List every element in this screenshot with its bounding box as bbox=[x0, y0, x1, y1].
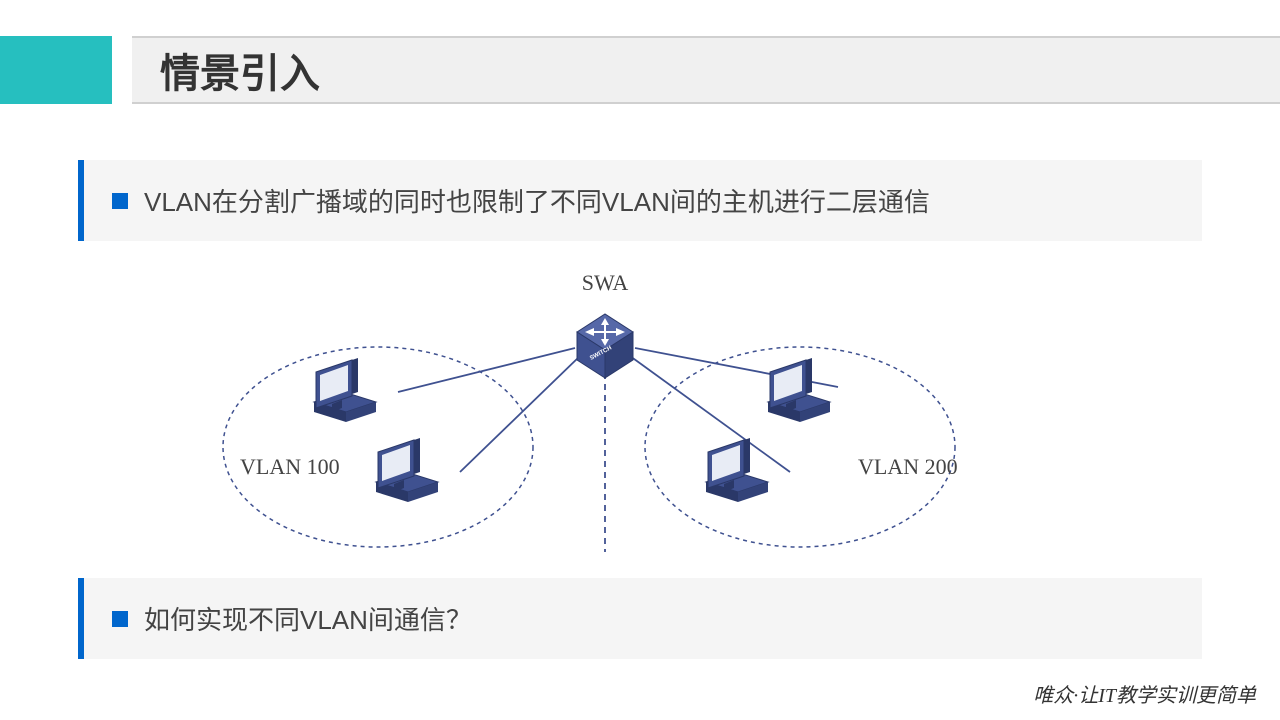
header-accent-block bbox=[0, 36, 112, 104]
info-box-2: 如何实现不同VLAN间通信？ bbox=[78, 578, 1202, 659]
slide-header: 情景引入 bbox=[0, 36, 1280, 104]
header-title-bar: 情景引入 bbox=[132, 36, 1280, 104]
info-text-2: 如何实现不同VLAN间通信？ bbox=[144, 600, 472, 637]
info-text-1: VLAN在分割广播域的同时也限制了不同VLAN间的主机进行二层通信 bbox=[144, 182, 930, 219]
svg-text:VLAN 100: VLAN 100 bbox=[240, 454, 340, 479]
bullet-icon bbox=[112, 611, 128, 627]
network-diagram: SWITCHSWAVLAN 100VLAN 200 bbox=[0, 262, 1280, 562]
bullet-icon bbox=[112, 193, 128, 209]
svg-text:SWA: SWA bbox=[582, 270, 629, 295]
info-box-1: VLAN在分割广播域的同时也限制了不同VLAN间的主机进行二层通信 bbox=[78, 160, 1202, 241]
svg-text:VLAN 200: VLAN 200 bbox=[858, 454, 958, 479]
slide-title: 情景引入 bbox=[160, 41, 320, 99]
footer-tagline: 唯众·让IT教学实训更简单 bbox=[1033, 679, 1256, 708]
